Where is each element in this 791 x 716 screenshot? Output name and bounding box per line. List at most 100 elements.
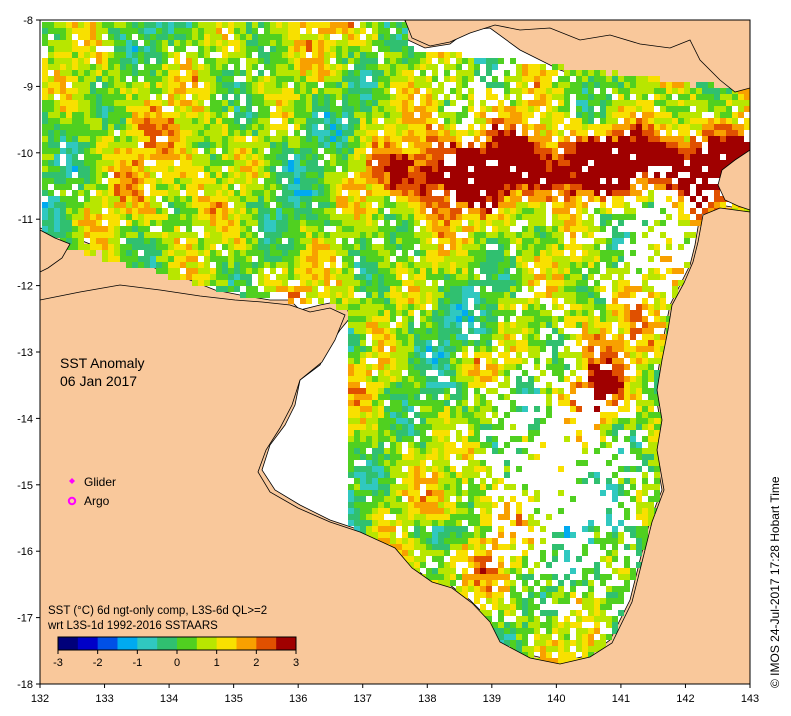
sst-pixel	[384, 70, 390, 76]
sst-pixel	[480, 328, 486, 334]
sst-pixel	[252, 118, 258, 124]
sst-pixel	[396, 382, 402, 388]
sst-pixel	[342, 154, 348, 160]
sst-pixel	[384, 142, 390, 148]
sst-pixel	[450, 352, 456, 358]
sst-pixel	[630, 394, 636, 400]
sst-pixel	[66, 160, 72, 166]
sst-pixel	[258, 268, 264, 274]
sst-pixel	[666, 160, 672, 166]
sst-pixel	[294, 226, 300, 232]
sst-pixel	[624, 316, 630, 322]
sst-pixel	[360, 280, 366, 286]
sst-pixel	[648, 418, 654, 424]
sst-pixel	[234, 244, 240, 250]
sst-pixel	[258, 238, 264, 244]
sst-pixel	[108, 100, 114, 106]
sst-pixel	[642, 220, 648, 226]
sst-pixel	[492, 292, 498, 298]
sst-pixel	[522, 226, 528, 232]
sst-pixel	[330, 76, 336, 82]
sst-pixel	[600, 124, 606, 130]
sst-pixel	[234, 190, 240, 196]
sst-pixel	[456, 160, 462, 166]
sst-pixel	[66, 166, 72, 172]
sst-pixel	[216, 100, 222, 106]
sst-pixel	[582, 148, 588, 154]
sst-pixel	[228, 130, 234, 136]
sst-pixel	[528, 274, 534, 280]
sst-pixel	[192, 154, 198, 160]
sst-pixel	[546, 322, 552, 328]
sst-pixel	[498, 298, 504, 304]
sst-pixel	[420, 424, 426, 430]
sst-pixel	[612, 166, 618, 172]
sst-pixel	[576, 88, 582, 94]
sst-pixel	[534, 94, 540, 100]
sst-pixel	[504, 190, 510, 196]
sst-pixel	[474, 280, 480, 286]
sst-pixel	[384, 28, 390, 34]
sst-pixel	[192, 238, 198, 244]
sst-pixel	[600, 370, 606, 376]
sst-pixel	[546, 412, 552, 418]
sst-pixel	[444, 412, 450, 418]
sst-pixel	[438, 346, 444, 352]
sst-pixel	[324, 34, 330, 40]
sst-pixel	[84, 22, 90, 28]
sst-pixel	[660, 220, 666, 226]
sst-pixel	[450, 250, 456, 256]
sst-pixel	[594, 256, 600, 262]
sst-pixel	[612, 268, 618, 274]
sst-pixel	[270, 214, 276, 220]
sst-pixel	[600, 418, 606, 424]
sst-pixel	[384, 214, 390, 220]
sst-pixel	[438, 208, 444, 214]
sst-pixel	[234, 226, 240, 232]
sst-pixel	[192, 64, 198, 70]
sst-pixel	[270, 232, 276, 238]
sst-pixel	[210, 232, 216, 238]
sst-pixel	[42, 58, 48, 64]
sst-pixel	[630, 88, 636, 94]
sst-pixel	[510, 298, 516, 304]
sst-pixel	[258, 184, 264, 190]
sst-pixel	[462, 238, 468, 244]
sst-pixel	[342, 160, 348, 166]
sst-pixel	[486, 334, 492, 340]
sst-pixel	[126, 58, 132, 64]
sst-pixel	[372, 76, 378, 82]
sst-pixel	[288, 190, 294, 196]
sst-pixel	[228, 184, 234, 190]
sst-pixel	[48, 196, 54, 202]
sst-pixel	[204, 220, 210, 226]
sst-pixel	[372, 208, 378, 214]
sst-pixel	[210, 226, 216, 232]
sst-pixel	[582, 316, 588, 322]
sst-pixel	[348, 286, 354, 292]
sst-pixel	[606, 94, 612, 100]
sst-pixel	[240, 196, 246, 202]
sst-pixel	[294, 268, 300, 274]
sst-pixel	[696, 130, 702, 136]
sst-pixel	[462, 394, 468, 400]
sst-pixel	[378, 268, 384, 274]
sst-pixel	[336, 124, 342, 130]
sst-pixel	[660, 208, 666, 214]
sst-pixel	[222, 130, 228, 136]
sst-pixel	[192, 214, 198, 220]
sst-pixel	[204, 196, 210, 202]
sst-pixel	[354, 310, 360, 316]
sst-pixel	[588, 346, 594, 352]
sst-pixel	[372, 64, 378, 70]
sst-pixel	[228, 232, 234, 238]
sst-pixel	[336, 190, 342, 196]
sst-pixel	[390, 70, 396, 76]
sst-pixel	[246, 268, 252, 274]
sst-pixel	[240, 172, 246, 178]
sst-pixel	[432, 202, 438, 208]
sst-pixel	[330, 250, 336, 256]
sst-pixel	[594, 148, 600, 154]
sst-pixel	[594, 268, 600, 274]
sst-pixel	[504, 262, 510, 268]
